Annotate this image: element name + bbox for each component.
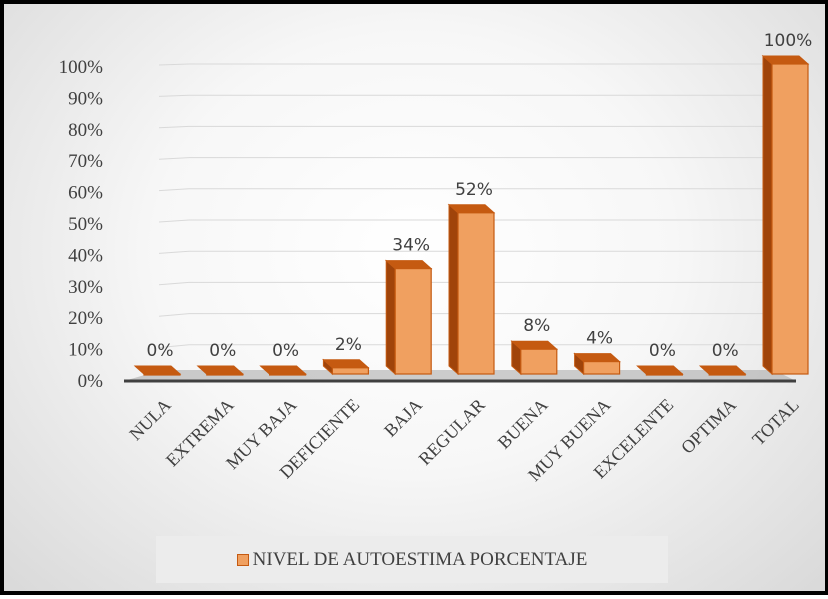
bar-chart: 0%10%20%30%40%50%60%70%80%90%100% 0% 0% 0%… xyxy=(59,31,813,485)
bar xyxy=(133,365,182,376)
bar xyxy=(510,340,559,376)
bar-side xyxy=(385,259,396,376)
y-tick-label: 0% xyxy=(78,371,104,392)
bar xyxy=(698,365,747,376)
gridline-diagonal xyxy=(158,219,190,223)
data-label: 0% xyxy=(649,341,676,361)
gridline-diagonal xyxy=(158,125,190,129)
category-label: BAJA xyxy=(380,395,426,441)
bar-front xyxy=(331,367,369,375)
data-label: 0% xyxy=(147,341,174,361)
data-label: 0% xyxy=(209,341,236,361)
bar xyxy=(761,54,810,376)
y-tick-label: 100% xyxy=(59,57,104,78)
y-tick-label: 90% xyxy=(68,88,103,109)
category-label: BUENA xyxy=(494,395,552,453)
bar-top xyxy=(133,365,182,375)
bar-front xyxy=(269,373,307,376)
legend-swatch xyxy=(236,553,249,566)
bar xyxy=(196,365,245,376)
bar-front xyxy=(206,373,244,376)
data-label: 100% xyxy=(764,31,813,51)
y-tick-label: 50% xyxy=(68,214,103,235)
data-label: 8% xyxy=(523,316,550,336)
legend-label: NIVEL DE AUTOESTIMA PORCENTAJE xyxy=(252,548,588,570)
y-tick-label: 80% xyxy=(68,120,103,141)
bar xyxy=(636,365,684,376)
gridline-diagonal xyxy=(158,344,190,349)
bar-front xyxy=(143,373,181,376)
data-label: 2% xyxy=(335,335,362,355)
bar-front xyxy=(457,212,495,375)
data-label: 0% xyxy=(712,341,739,361)
y-tick-label: 10% xyxy=(68,340,103,361)
data-label: 52% xyxy=(455,180,493,200)
bar-side xyxy=(762,54,773,376)
y-tick-label: 60% xyxy=(68,183,103,204)
y-tick-label: 70% xyxy=(68,151,103,172)
bar xyxy=(322,358,370,376)
bar-front xyxy=(708,373,746,376)
data-label: 0% xyxy=(272,341,299,361)
y-tick-label: 40% xyxy=(68,245,103,266)
bar xyxy=(573,352,621,376)
gridline-diagonal xyxy=(158,157,190,160)
bar xyxy=(259,365,307,376)
data-label: 34% xyxy=(392,236,430,256)
gridline-diagonal xyxy=(158,250,190,254)
bar-front xyxy=(582,361,621,375)
category-label: NULA xyxy=(125,395,174,444)
bar xyxy=(384,259,433,376)
gridline-diagonal xyxy=(158,63,190,66)
y-axis-ticks: 0% 10% 20% 30% 40% 50% 60% 70% 80% 90% 100% xyxy=(59,57,104,392)
data-label: 4% xyxy=(586,329,613,349)
bar xyxy=(447,203,496,376)
bars xyxy=(133,54,810,376)
bar-front xyxy=(394,268,432,375)
y-tick-label: 20% xyxy=(68,308,103,329)
gridline-diagonal xyxy=(158,188,190,192)
gridline-diagonal xyxy=(158,94,190,97)
gridline-diagonal xyxy=(158,281,190,286)
bar-side xyxy=(448,203,459,376)
bar-front xyxy=(645,373,684,376)
gridline-diagonal xyxy=(158,313,190,317)
legend: NIVEL DE AUTOESTIMA PORCENTAJE xyxy=(156,536,668,583)
data-labels: 0% 0% 0% 2% 34% 52% 8% 4% 0% 0% 100% xyxy=(147,31,813,361)
bar-front xyxy=(520,348,558,375)
category-label: REGULAR xyxy=(415,395,489,469)
category-label: TOTAL xyxy=(748,395,803,450)
y-tick-label: 30% xyxy=(68,277,103,298)
bar-front xyxy=(771,63,809,375)
category-label: OPTIMA xyxy=(677,395,740,458)
